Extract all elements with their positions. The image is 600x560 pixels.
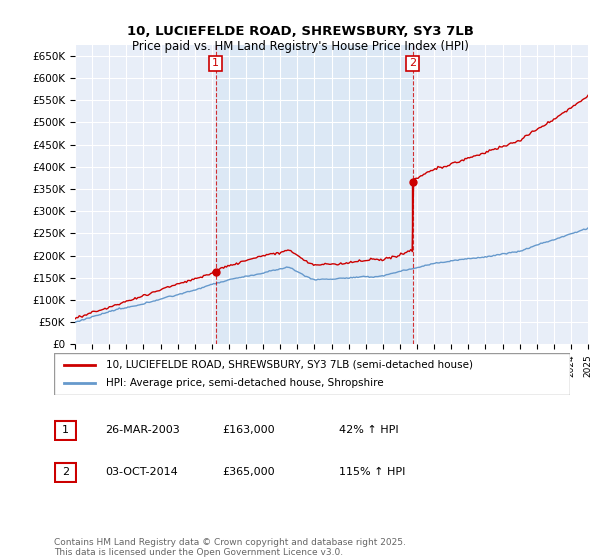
Text: Price paid vs. HM Land Registry's House Price Index (HPI): Price paid vs. HM Land Registry's House …: [131, 40, 469, 53]
Text: 115% ↑ HPI: 115% ↑ HPI: [339, 467, 406, 477]
Text: 42% ↑ HPI: 42% ↑ HPI: [339, 425, 398, 435]
Text: 10, LUCIEFELDE ROAD, SHREWSBURY, SY3 7LB (semi-detached house): 10, LUCIEFELDE ROAD, SHREWSBURY, SY3 7LB…: [106, 360, 473, 370]
Text: 10, LUCIEFELDE ROAD, SHREWSBURY, SY3 7LB: 10, LUCIEFELDE ROAD, SHREWSBURY, SY3 7LB: [127, 25, 473, 38]
Text: 2: 2: [62, 467, 69, 477]
Text: HPI: Average price, semi-detached house, Shropshire: HPI: Average price, semi-detached house,…: [106, 378, 383, 388]
FancyBboxPatch shape: [54, 353, 570, 395]
Bar: [216, 45, 413, 344]
FancyBboxPatch shape: [55, 463, 76, 482]
Text: 03-OCT-2014: 03-OCT-2014: [105, 467, 178, 477]
Text: 2: 2: [409, 58, 416, 68]
Text: Contains HM Land Registry data © Crown copyright and database right 2025.
This d: Contains HM Land Registry data © Crown c…: [54, 538, 406, 557]
Text: 26-MAR-2003: 26-MAR-2003: [105, 425, 180, 435]
FancyBboxPatch shape: [55, 421, 76, 440]
Text: £163,000: £163,000: [222, 425, 275, 435]
Text: 1: 1: [212, 58, 219, 68]
Text: £365,000: £365,000: [222, 467, 275, 477]
Text: 1: 1: [62, 425, 69, 435]
